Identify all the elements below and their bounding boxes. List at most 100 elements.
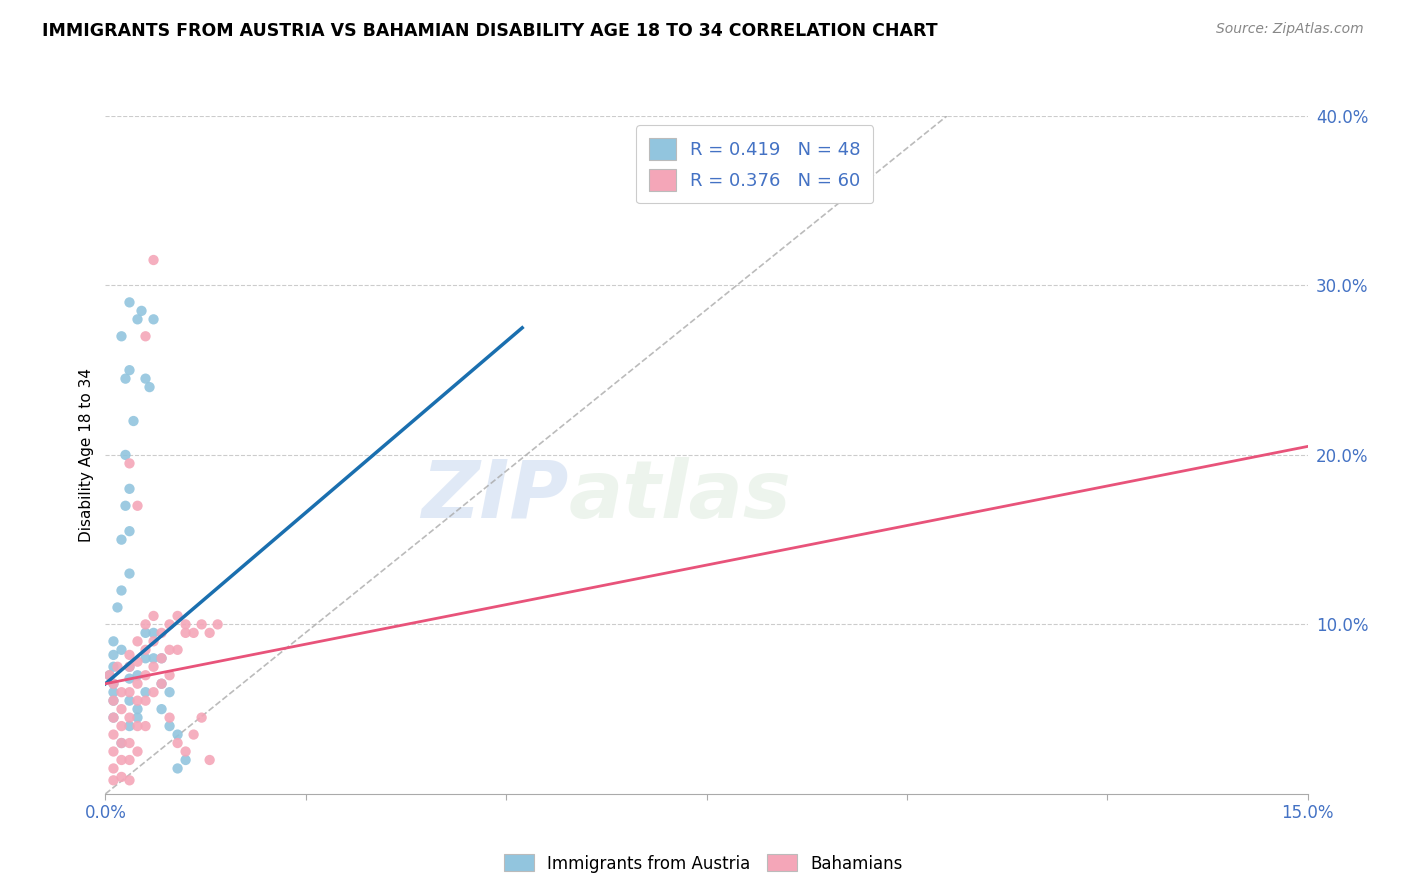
- Point: [159, 685, 181, 699]
- Point: [118, 773, 141, 788]
- Point: [110, 753, 132, 767]
- Point: [103, 685, 125, 699]
- Point: [103, 761, 125, 775]
- Point: [174, 617, 197, 632]
- Point: [159, 719, 181, 733]
- Point: [110, 770, 132, 784]
- Point: [135, 617, 157, 632]
- Point: [150, 651, 173, 665]
- Point: [118, 694, 141, 708]
- Point: [107, 660, 129, 674]
- Point: [114, 448, 136, 462]
- Point: [142, 626, 165, 640]
- Point: [190, 710, 212, 724]
- Text: atlas: atlas: [568, 457, 792, 534]
- Point: [118, 660, 141, 674]
- Point: [110, 685, 132, 699]
- Point: [142, 253, 165, 268]
- Point: [142, 312, 165, 326]
- Point: [103, 773, 125, 788]
- Point: [166, 728, 188, 742]
- Legend: R = 0.419   N = 48, R = 0.376   N = 60: R = 0.419 N = 48, R = 0.376 N = 60: [636, 125, 873, 203]
- Point: [103, 660, 125, 674]
- Point: [122, 414, 145, 428]
- Point: [110, 719, 132, 733]
- Point: [127, 719, 149, 733]
- Point: [138, 380, 160, 394]
- Point: [127, 655, 149, 669]
- Point: [103, 676, 125, 690]
- Point: [110, 329, 132, 343]
- Point: [166, 761, 188, 775]
- Point: [107, 600, 129, 615]
- Point: [135, 685, 157, 699]
- Point: [103, 744, 125, 758]
- Point: [174, 744, 197, 758]
- Point: [159, 642, 181, 657]
- Point: [103, 634, 125, 648]
- Point: [118, 753, 141, 767]
- Point: [118, 672, 141, 686]
- Point: [150, 702, 173, 716]
- Point: [159, 617, 181, 632]
- Point: [127, 744, 149, 758]
- Point: [150, 676, 173, 690]
- Point: [118, 648, 141, 662]
- Point: [114, 371, 136, 385]
- Point: [127, 668, 149, 682]
- Point: [118, 685, 141, 699]
- Point: [103, 676, 125, 690]
- Point: [135, 371, 157, 385]
- Point: [135, 694, 157, 708]
- Point: [98, 668, 121, 682]
- Point: [142, 651, 165, 665]
- Point: [150, 651, 173, 665]
- Point: [166, 642, 188, 657]
- Point: [98, 668, 121, 682]
- Point: [174, 626, 197, 640]
- Point: [135, 329, 157, 343]
- Point: [103, 694, 125, 708]
- Point: [127, 312, 149, 326]
- Point: [166, 736, 188, 750]
- Point: [127, 694, 149, 708]
- Point: [142, 685, 165, 699]
- Point: [103, 728, 125, 742]
- Point: [183, 626, 205, 640]
- Point: [135, 719, 157, 733]
- Text: IMMIGRANTS FROM AUSTRIA VS BAHAMIAN DISABILITY AGE 18 TO 34 CORRELATION CHART: IMMIGRANTS FROM AUSTRIA VS BAHAMIAN DISA…: [42, 22, 938, 40]
- Point: [150, 676, 173, 690]
- Point: [190, 617, 212, 632]
- Point: [114, 499, 136, 513]
- Point: [118, 719, 141, 733]
- Point: [103, 694, 125, 708]
- Point: [166, 609, 188, 624]
- Point: [127, 676, 149, 690]
- Point: [150, 626, 173, 640]
- Point: [110, 736, 132, 750]
- Point: [103, 710, 125, 724]
- Point: [127, 710, 149, 724]
- Legend: Immigrants from Austria, Bahamians: Immigrants from Austria, Bahamians: [496, 847, 910, 880]
- Point: [159, 710, 181, 724]
- Point: [127, 499, 149, 513]
- Point: [142, 660, 165, 674]
- Point: [159, 668, 181, 682]
- Point: [174, 753, 197, 767]
- Point: [118, 363, 141, 377]
- Point: [198, 626, 221, 640]
- Point: [103, 648, 125, 662]
- Point: [118, 736, 141, 750]
- Point: [142, 634, 165, 648]
- Point: [142, 609, 165, 624]
- Point: [118, 524, 141, 539]
- Point: [110, 702, 132, 716]
- Point: [131, 304, 153, 318]
- Point: [135, 668, 157, 682]
- Point: [135, 651, 157, 665]
- Point: [127, 702, 149, 716]
- Point: [135, 642, 157, 657]
- Point: [110, 736, 132, 750]
- Point: [198, 753, 221, 767]
- Point: [118, 295, 141, 310]
